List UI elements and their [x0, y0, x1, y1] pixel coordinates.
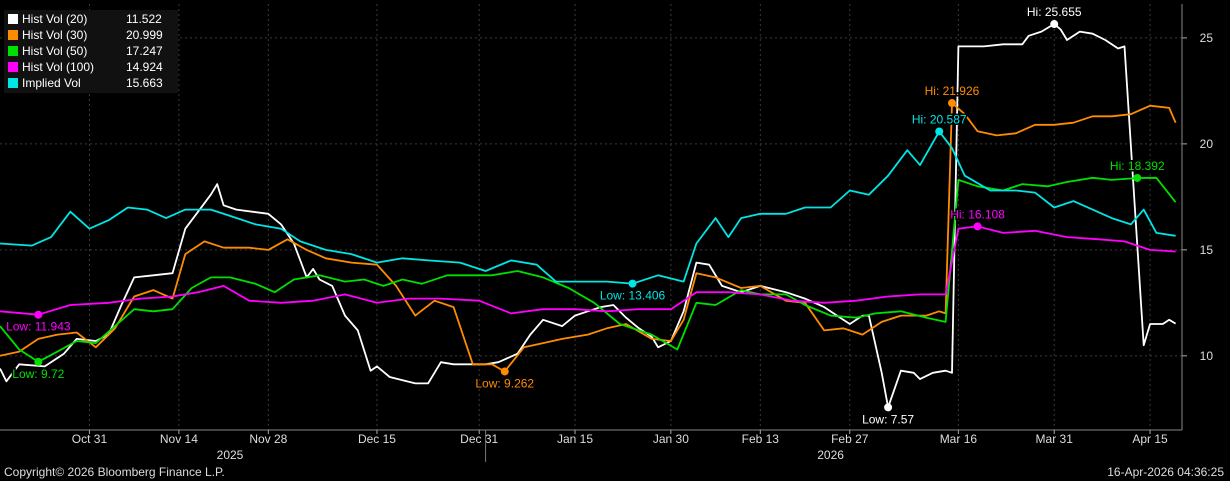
- x-tick-label: Dec 31: [460, 432, 498, 446]
- x-tick-label: Oct 31: [72, 432, 108, 446]
- legend-name: Hist Vol (100): [22, 60, 95, 74]
- x-tick-label: Mar 31: [1036, 432, 1074, 446]
- x-tick-label: Jan 30: [653, 432, 689, 446]
- annotation-label: Hi: 20.587: [912, 112, 967, 126]
- legend-entry: Hist Vol (20) 11.522: [8, 11, 174, 27]
- year-label: 2026: [817, 448, 844, 462]
- legend-swatch: [8, 30, 18, 40]
- x-tick-label: Dec 15: [358, 432, 396, 446]
- legend-name: Hist Vol (20): [22, 12, 88, 26]
- series-line-1: [0, 23, 1177, 409]
- legend-swatch: [8, 14, 18, 24]
- legend-entry: Hist Vol (30) 20.999: [8, 27, 174, 43]
- x-tick-label: Feb 13: [742, 432, 780, 446]
- legend-value: 15.663: [126, 76, 163, 90]
- series-line-5: [0, 130, 1176, 285]
- legend-value: 11.522: [126, 12, 162, 26]
- legend-entry: Hist Vol (50) 17.247: [8, 43, 174, 59]
- annotation-marker: [947, 99, 956, 108]
- copyright: Copyright© 2026 Bloomberg Finance L.P.: [4, 465, 225, 479]
- legend-entry: Hist Vol (100) 14.924: [8, 59, 174, 75]
- y-tick-label: 20: [1200, 137, 1214, 151]
- x-tick-label: Nov 14: [160, 432, 198, 446]
- x-tick-label: Feb 27: [831, 432, 869, 446]
- legend: Hist Vol (20) 11.522 Hist Vol (30) 20.999 Hi…: [4, 10, 178, 93]
- annotation-label: Hi: 18.392: [1110, 159, 1165, 173]
- legend-value: 14.924: [126, 60, 163, 74]
- legend-name: Implied Vol: [22, 76, 81, 90]
- annotation-label: Low: 9.262: [475, 376, 534, 390]
- legend-value: 20.999: [126, 28, 163, 42]
- legend-name: Hist Vol (30): [22, 28, 88, 42]
- annotation-label: Hi: 16.108: [950, 207, 1005, 221]
- y-tick-label: 10: [1200, 349, 1214, 363]
- annotation-label: Low: 13.406: [600, 289, 666, 303]
- annotation-marker: [935, 127, 944, 136]
- annotation-label: Hi: 25.655: [1027, 5, 1082, 19]
- legend-value: 17.247: [126, 44, 163, 58]
- legend-name: Hist Vol (50): [22, 44, 88, 58]
- series-line-4: [0, 225, 1176, 316]
- x-tick-label: Mar 16: [940, 432, 978, 446]
- series-line-2: [0, 102, 1177, 373]
- legend-entry: Implied Vol 15.663: [8, 75, 174, 91]
- annotation-marker: [34, 310, 43, 319]
- x-tick-label: Jan 15: [557, 432, 593, 446]
- legend-swatch: [8, 46, 18, 56]
- annotation-marker: [1133, 173, 1142, 182]
- annotation-marker: [1050, 20, 1059, 29]
- annotation-marker: [628, 279, 637, 288]
- annotation-marker: [34, 357, 43, 366]
- year-label: 2025: [217, 448, 244, 462]
- y-tick-label: 15: [1200, 243, 1214, 257]
- annotation-label: Low: 11.943: [6, 320, 71, 334]
- y-tick-label: 25: [1200, 31, 1214, 45]
- x-tick-label: Nov 28: [249, 432, 287, 446]
- timestamp: 16-Apr-2026 04:36:25: [1107, 465, 1224, 479]
- annotation-marker: [884, 403, 893, 412]
- annotation-label: Low: 9.72: [12, 367, 64, 381]
- legend-swatch: [8, 62, 18, 72]
- annotation-marker: [973, 222, 982, 231]
- legend-swatch: [8, 78, 18, 88]
- x-tick-label: Apr 15: [1132, 432, 1168, 446]
- annotation-label: Low: 7.57: [862, 412, 914, 426]
- annotation-marker: [500, 367, 509, 376]
- annotation-label: Hi: 21.926: [925, 84, 980, 98]
- series-line-3: [0, 176, 1177, 363]
